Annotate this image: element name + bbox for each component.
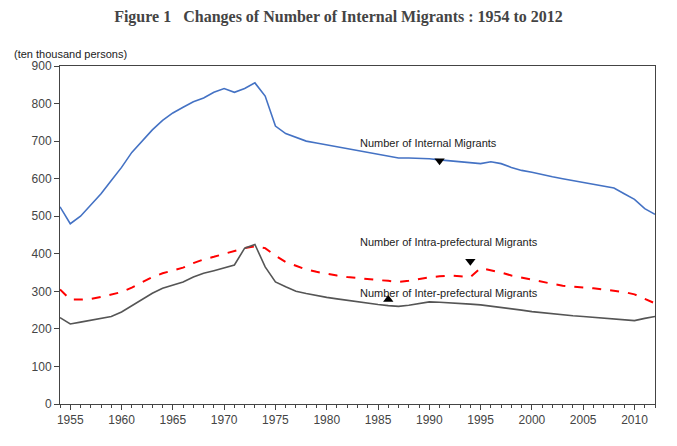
svg-text:1985: 1985 [365, 413, 392, 427]
svg-text:1955: 1955 [57, 413, 84, 427]
svg-text:Number of Internal Migrants: Number of Internal Migrants [360, 137, 497, 149]
svg-text:2005: 2005 [570, 413, 597, 427]
svg-text:600: 600 [32, 172, 52, 186]
svg-text:700: 700 [32, 134, 52, 148]
svg-text:2010: 2010 [621, 413, 648, 427]
svg-text:1970: 1970 [211, 413, 238, 427]
svg-text:2000: 2000 [519, 413, 546, 427]
svg-text:900: 900 [32, 59, 52, 73]
svg-text:1995: 1995 [467, 413, 494, 427]
svg-text:200: 200 [32, 322, 52, 336]
svg-text:1990: 1990 [416, 413, 443, 427]
svg-text:400: 400 [32, 247, 52, 261]
svg-text:Number of Intra-prefectural Mi: Number of Intra-prefectural Migrants [360, 236, 538, 248]
svg-text:100: 100 [32, 360, 52, 374]
svg-text:800: 800 [32, 97, 52, 111]
svg-text:1965: 1965 [159, 413, 186, 427]
svg-text:1980: 1980 [313, 413, 340, 427]
svg-text:Figure 1 Changes of Number o: Figure 1 Changes of Number of Internal M… [114, 8, 563, 26]
svg-text:0: 0 [45, 397, 52, 411]
svg-text:300: 300 [32, 285, 52, 299]
svg-text:1975: 1975 [262, 413, 289, 427]
svg-text:(ten thousand persons): (ten thousand persons) [14, 48, 127, 60]
svg-text:1960: 1960 [108, 413, 135, 427]
svg-text:Number of Inter-prefectural Mi: Number of Inter-prefectural Migrants [360, 287, 538, 299]
svg-text:500: 500 [32, 209, 52, 223]
